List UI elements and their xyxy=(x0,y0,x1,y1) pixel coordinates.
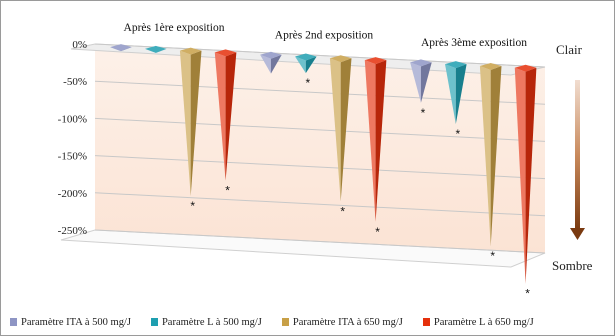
clair-sombre-indicator: Clair Sombre xyxy=(552,42,593,273)
category-label: Après 1ère exposition xyxy=(124,22,225,34)
cone-face-right xyxy=(455,64,467,124)
legend: Paramètre ITA à 500 mg/J Paramètre L à 50… xyxy=(10,313,610,331)
cone-mark xyxy=(295,53,317,74)
cone-face-left xyxy=(410,62,421,103)
significance-star: * xyxy=(490,249,495,263)
cone-mark xyxy=(260,51,282,74)
y-tick-label: 0% xyxy=(72,39,87,51)
legend-item: Paramètre ITA à 650 mg/J xyxy=(281,316,403,328)
significance-star: * xyxy=(190,199,195,213)
gridline xyxy=(94,155,546,180)
significance-star: * xyxy=(375,225,380,239)
cone-face-right xyxy=(375,60,387,222)
cone-face-left xyxy=(514,67,526,284)
category-label: Après 3ème exposition xyxy=(421,37,527,49)
y-tick-label: -100% xyxy=(58,113,87,125)
cone-face-right xyxy=(270,54,282,74)
significance-star: * xyxy=(340,204,345,218)
y-tick-label: -50% xyxy=(63,76,87,88)
legend-item: Paramètre L à 500 mg/J xyxy=(150,316,262,328)
legend-label: Paramètre ITA à 500 mg/J xyxy=(21,316,131,328)
cone-top xyxy=(145,45,167,53)
gridline xyxy=(94,80,546,105)
cone-mark xyxy=(514,64,537,284)
significance-star: * xyxy=(455,127,460,141)
category-labels: Après 1ère exposition Après 2nd expositio… xyxy=(124,22,528,49)
cone-top xyxy=(295,53,317,61)
significance-star: * xyxy=(421,106,426,120)
gridline xyxy=(94,192,546,217)
cone-face-left xyxy=(479,65,491,247)
cone-face-right xyxy=(490,65,502,247)
side-label-bottom: Sombre xyxy=(552,258,593,273)
cones xyxy=(110,44,537,284)
cone-top xyxy=(214,49,237,57)
legend-item: Paramètre ITA à 500 mg/J xyxy=(10,317,131,328)
y-tick-label: -200% xyxy=(58,188,87,200)
cone-face-left xyxy=(295,56,306,74)
y-tick-label: -250% xyxy=(58,225,87,237)
category-label: Après 2nd exposition xyxy=(275,30,374,42)
cone-mark xyxy=(145,45,167,53)
legend-swatch xyxy=(281,318,289,326)
cone-top xyxy=(179,47,202,55)
cone-face-right xyxy=(305,56,317,74)
cone-mark xyxy=(445,61,467,124)
darkness-arrow-shaft xyxy=(575,80,580,230)
cone-top xyxy=(260,51,282,59)
cone-top xyxy=(445,61,467,69)
cone-face-left xyxy=(445,64,456,124)
cone-mark xyxy=(479,62,502,247)
cone-top xyxy=(479,62,502,70)
cone-face-right xyxy=(420,62,432,103)
cone-top xyxy=(110,44,132,52)
y-axis-ticks: 0% -50% -100% -150% -200% -250% xyxy=(58,39,87,237)
cone-face-right xyxy=(340,58,352,202)
y-tick-label: -150% xyxy=(58,151,87,163)
cone-face-left xyxy=(364,60,376,222)
cone-mark xyxy=(329,55,352,202)
darkness-arrow-head-icon xyxy=(570,228,585,240)
cone-face-right xyxy=(190,50,202,196)
legend-swatch xyxy=(10,318,17,326)
significance-star: * xyxy=(525,287,530,301)
legend-item: Paramètre L à 650 mg/J xyxy=(422,316,534,328)
cone-mark xyxy=(214,49,237,181)
cone-mark xyxy=(410,59,432,103)
cone-face-right xyxy=(225,52,237,181)
significance-star: * xyxy=(305,76,310,90)
gridline xyxy=(94,117,546,142)
cone-face-left xyxy=(179,50,191,196)
cone-mark xyxy=(364,57,387,222)
cone-face-left xyxy=(329,58,341,202)
gridlines xyxy=(94,43,546,254)
legend-label: Paramètre L à 500 mg/J xyxy=(161,316,262,328)
cone-face-right xyxy=(525,67,537,284)
cone-top xyxy=(364,57,387,65)
side-label-top: Clair xyxy=(556,42,583,57)
cone-top xyxy=(514,64,537,72)
cone-top xyxy=(410,59,432,67)
cone-face-left xyxy=(260,54,271,74)
significance-star: * xyxy=(225,184,230,198)
gridline xyxy=(94,43,546,68)
legend-swatch xyxy=(422,318,430,326)
legend-swatch xyxy=(150,318,158,326)
significance-markers: * * * * * * * * * xyxy=(190,76,530,301)
wall-face xyxy=(95,44,545,253)
plot-wall xyxy=(60,43,546,268)
gridline xyxy=(94,229,546,254)
cone-top xyxy=(329,55,352,63)
cone-face-left xyxy=(214,52,226,181)
legend-label: Paramètre ITA à 650 mg/J xyxy=(292,316,403,328)
cone-mark xyxy=(179,47,202,196)
legend-label: Paramètre L à 650 mg/J xyxy=(433,316,534,328)
cone-mark xyxy=(110,44,132,52)
